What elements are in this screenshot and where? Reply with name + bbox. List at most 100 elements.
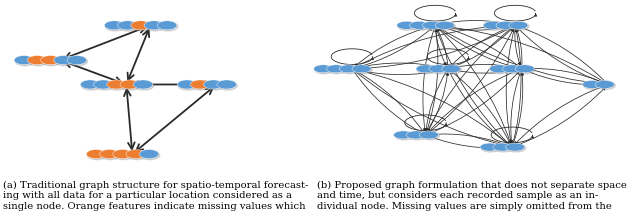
Ellipse shape bbox=[509, 21, 528, 29]
Ellipse shape bbox=[328, 66, 347, 74]
Ellipse shape bbox=[340, 66, 360, 74]
Ellipse shape bbox=[483, 21, 502, 29]
Ellipse shape bbox=[484, 22, 504, 30]
Ellipse shape bbox=[494, 144, 513, 152]
Ellipse shape bbox=[582, 81, 602, 89]
Ellipse shape bbox=[205, 81, 224, 90]
Ellipse shape bbox=[68, 57, 88, 66]
Ellipse shape bbox=[114, 151, 133, 160]
Ellipse shape bbox=[353, 66, 372, 74]
Ellipse shape bbox=[121, 81, 140, 90]
Ellipse shape bbox=[584, 81, 603, 89]
Ellipse shape bbox=[217, 80, 236, 89]
Ellipse shape bbox=[113, 150, 132, 159]
Ellipse shape bbox=[509, 22, 529, 30]
Ellipse shape bbox=[14, 56, 34, 65]
Ellipse shape bbox=[443, 66, 462, 74]
Ellipse shape bbox=[177, 80, 196, 89]
Ellipse shape bbox=[157, 21, 177, 30]
Ellipse shape bbox=[191, 81, 211, 90]
Ellipse shape bbox=[397, 21, 416, 29]
Ellipse shape bbox=[442, 65, 461, 73]
Ellipse shape bbox=[81, 81, 100, 90]
Ellipse shape bbox=[87, 151, 107, 160]
Ellipse shape bbox=[314, 65, 333, 73]
Ellipse shape bbox=[504, 66, 523, 74]
Ellipse shape bbox=[493, 143, 512, 151]
Ellipse shape bbox=[100, 151, 120, 160]
Ellipse shape bbox=[144, 21, 164, 30]
Ellipse shape bbox=[42, 57, 61, 66]
Ellipse shape bbox=[80, 80, 100, 89]
Ellipse shape bbox=[408, 132, 427, 140]
Ellipse shape bbox=[127, 151, 147, 160]
Ellipse shape bbox=[28, 57, 48, 66]
Ellipse shape bbox=[416, 65, 435, 73]
Ellipse shape bbox=[95, 81, 114, 90]
Ellipse shape bbox=[424, 22, 443, 30]
Ellipse shape bbox=[595, 81, 614, 89]
Ellipse shape bbox=[490, 65, 509, 73]
Ellipse shape bbox=[422, 21, 442, 29]
Ellipse shape bbox=[204, 80, 223, 89]
Ellipse shape bbox=[104, 21, 124, 30]
Ellipse shape bbox=[158, 22, 178, 31]
Text: (b) Proposed graph formulation that does not separate space
and time, but consid: (b) Proposed graph formulation that does… bbox=[317, 181, 627, 211]
Ellipse shape bbox=[480, 143, 499, 151]
Ellipse shape bbox=[394, 131, 413, 139]
Ellipse shape bbox=[352, 65, 371, 73]
Ellipse shape bbox=[496, 21, 515, 29]
Ellipse shape bbox=[15, 57, 35, 66]
Ellipse shape bbox=[191, 80, 210, 89]
Ellipse shape bbox=[420, 132, 440, 140]
Ellipse shape bbox=[108, 81, 127, 90]
Ellipse shape bbox=[54, 56, 74, 65]
Ellipse shape bbox=[28, 56, 47, 65]
Ellipse shape bbox=[133, 80, 153, 89]
Ellipse shape bbox=[118, 21, 137, 30]
Ellipse shape bbox=[134, 81, 154, 90]
Ellipse shape bbox=[516, 66, 535, 74]
Ellipse shape bbox=[131, 21, 150, 30]
Ellipse shape bbox=[55, 57, 74, 66]
Ellipse shape bbox=[140, 151, 160, 160]
Ellipse shape bbox=[481, 144, 500, 152]
Ellipse shape bbox=[339, 65, 358, 73]
Ellipse shape bbox=[429, 65, 448, 73]
Ellipse shape bbox=[126, 150, 145, 159]
Ellipse shape bbox=[419, 131, 438, 139]
Ellipse shape bbox=[105, 22, 125, 31]
Ellipse shape bbox=[326, 65, 346, 73]
Ellipse shape bbox=[107, 80, 126, 89]
Ellipse shape bbox=[120, 80, 140, 89]
Ellipse shape bbox=[502, 65, 522, 73]
Ellipse shape bbox=[491, 66, 510, 74]
Ellipse shape bbox=[218, 81, 237, 90]
Ellipse shape bbox=[507, 144, 526, 152]
Ellipse shape bbox=[132, 22, 151, 31]
Ellipse shape bbox=[435, 21, 454, 29]
Ellipse shape bbox=[315, 66, 334, 74]
Ellipse shape bbox=[515, 65, 534, 73]
Ellipse shape bbox=[506, 143, 525, 151]
Ellipse shape bbox=[596, 81, 616, 89]
Ellipse shape bbox=[140, 150, 159, 159]
Ellipse shape bbox=[86, 150, 106, 159]
Ellipse shape bbox=[100, 150, 119, 159]
Ellipse shape bbox=[417, 66, 436, 74]
Ellipse shape bbox=[67, 56, 86, 65]
Ellipse shape bbox=[406, 131, 426, 139]
Ellipse shape bbox=[145, 22, 164, 31]
Ellipse shape bbox=[436, 22, 456, 30]
Ellipse shape bbox=[93, 80, 113, 89]
Ellipse shape bbox=[178, 81, 198, 90]
Text: (a) Traditional graph structure for spatio-temporal forecast-
ing with all data : (a) Traditional graph structure for spat… bbox=[3, 181, 308, 211]
Ellipse shape bbox=[40, 56, 60, 65]
Ellipse shape bbox=[411, 22, 430, 30]
Ellipse shape bbox=[430, 66, 449, 74]
Ellipse shape bbox=[394, 132, 414, 140]
Ellipse shape bbox=[398, 22, 417, 30]
Ellipse shape bbox=[118, 22, 138, 31]
Ellipse shape bbox=[497, 22, 516, 30]
Ellipse shape bbox=[410, 21, 429, 29]
